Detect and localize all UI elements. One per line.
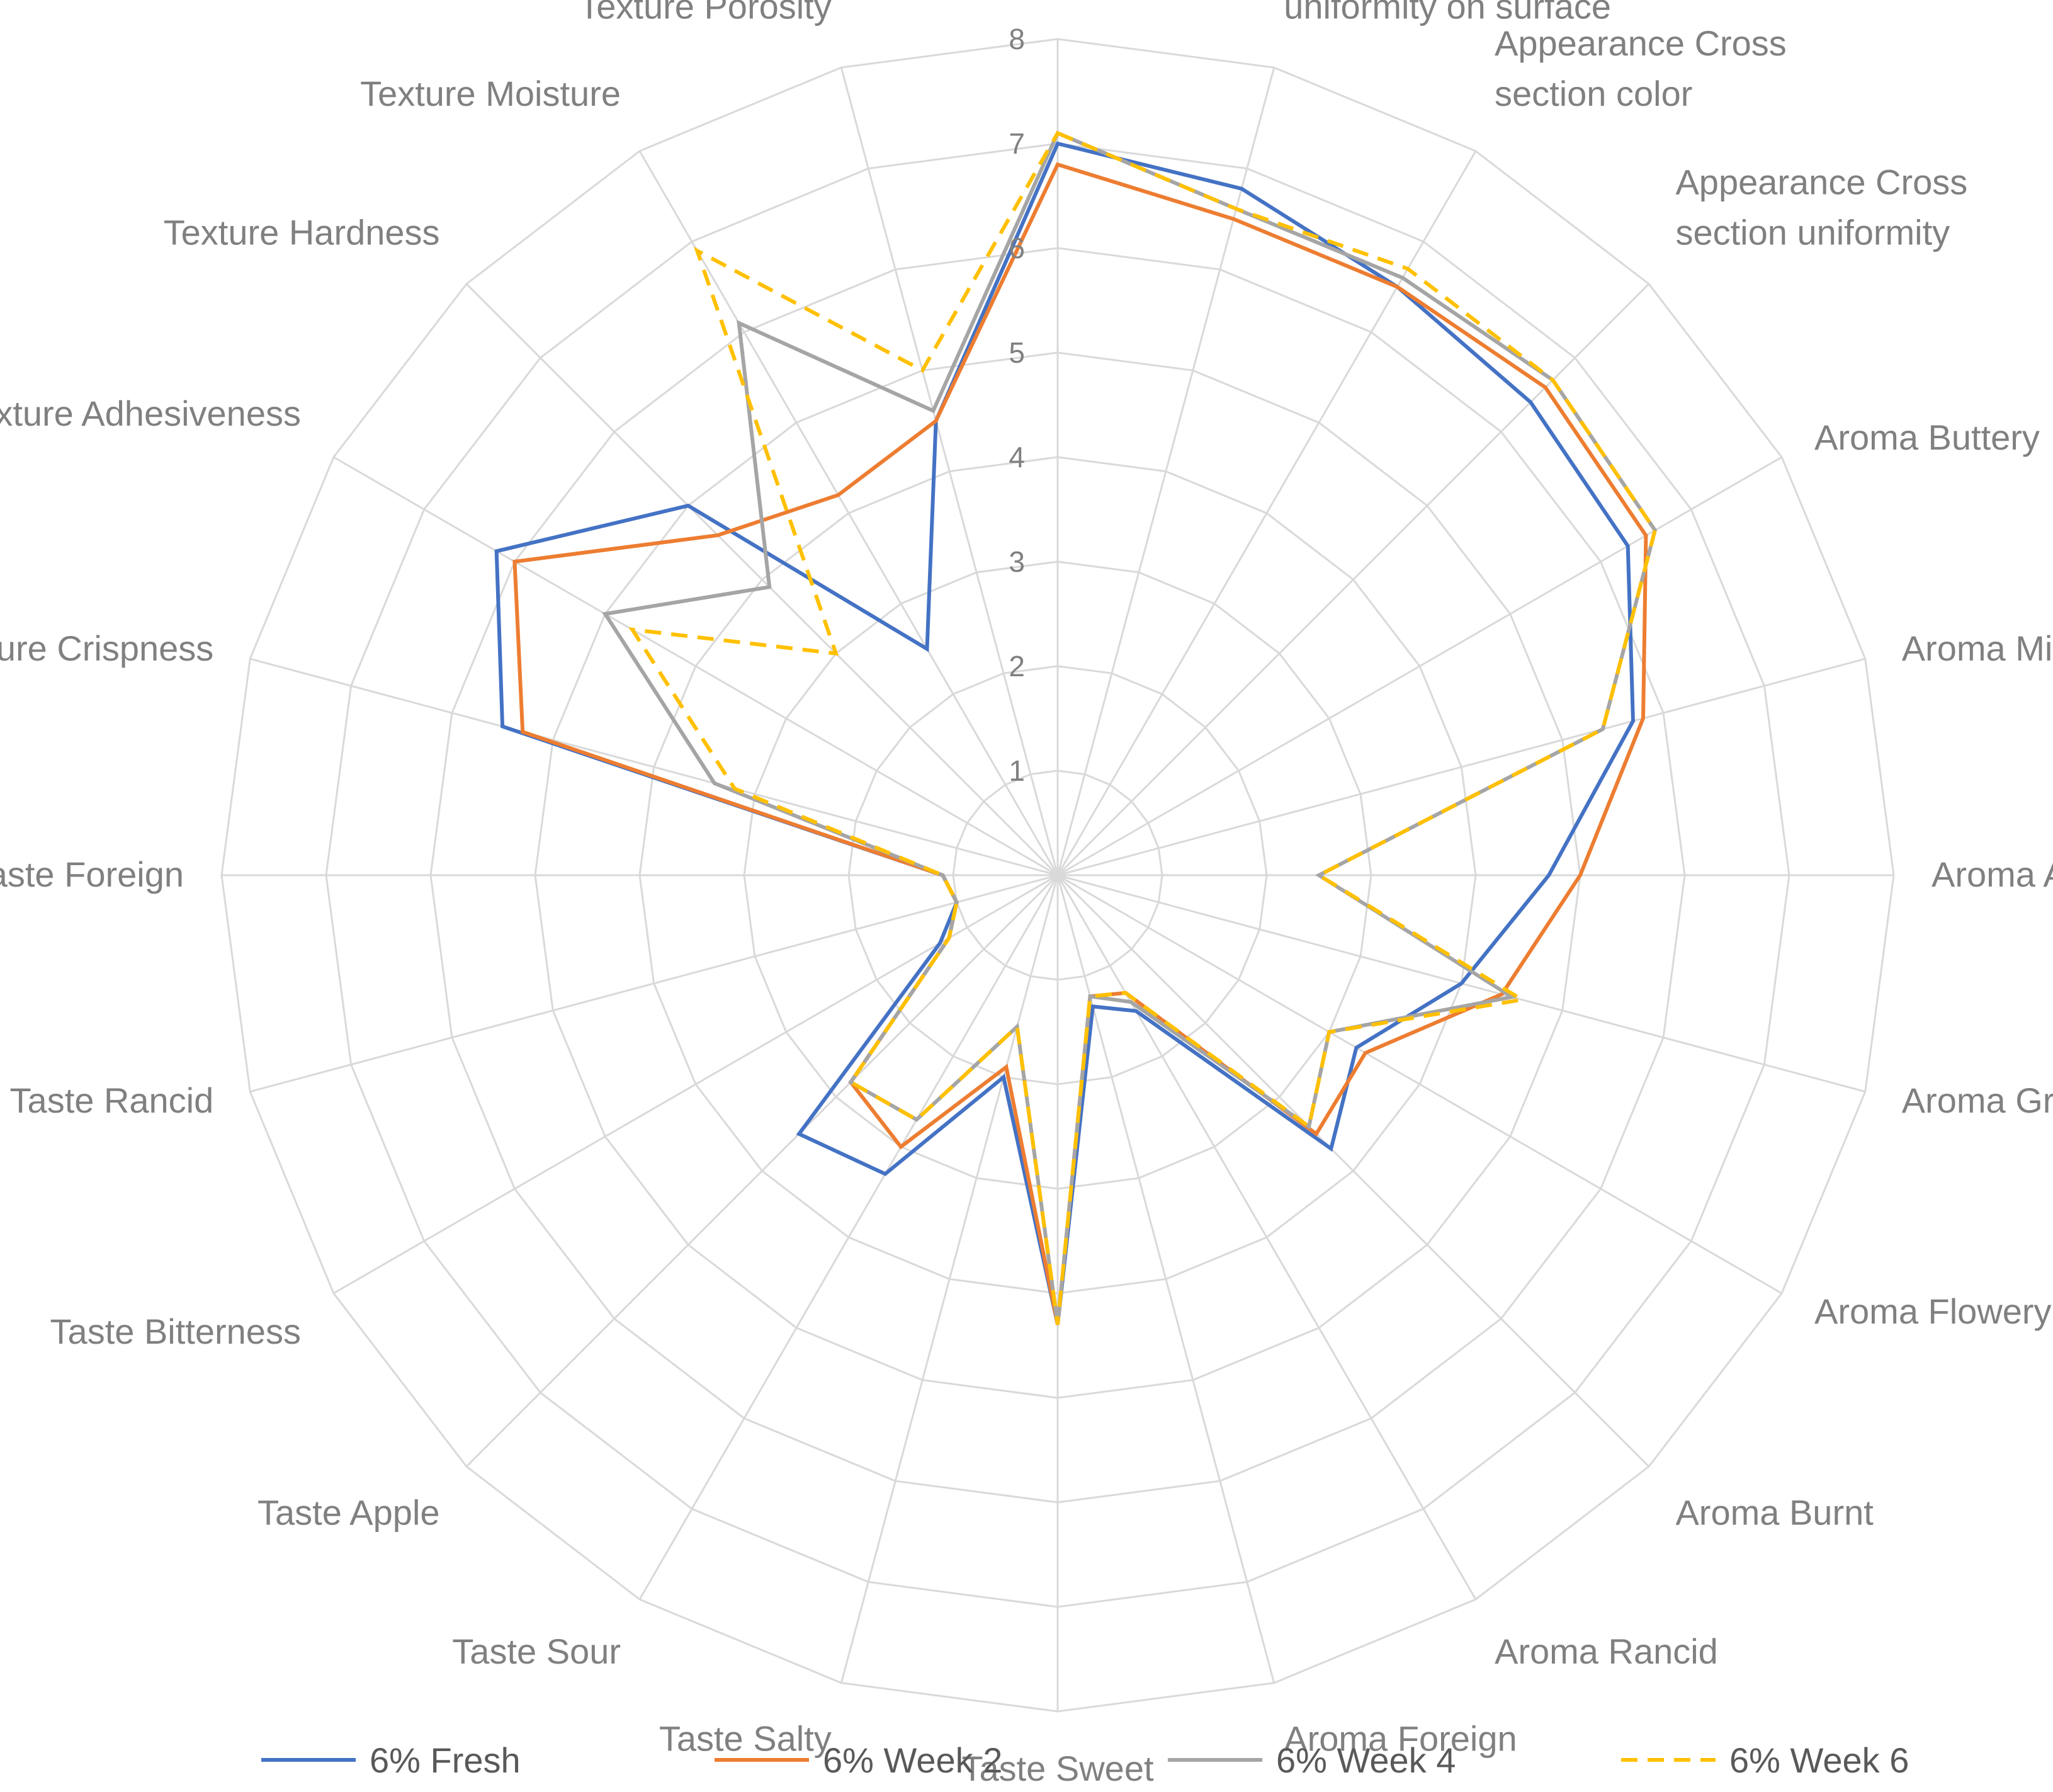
legend: 6% Fresh 6% Week 2 6% Week 4 6% Week 6	[261, 1740, 1909, 1780]
axis-label-line: Aroma Burnt	[1675, 1492, 1874, 1532]
series-line-4	[628, 130, 1658, 1325]
tick-labels: 1 2 3 4 5 6 7 8	[1009, 23, 1025, 787]
axis-label-line: Taste Foreign	[0, 854, 184, 894]
tick-label: 4	[1009, 441, 1025, 474]
axis-label: Aroma Rancid	[1495, 1631, 1718, 1671]
legend-label-4: 6% Week 6	[1729, 1740, 1909, 1780]
axis-label: Taste Foreign	[0, 854, 184, 894]
axis-label: Taste Apple	[257, 1492, 440, 1532]
spoke	[1056, 67, 1275, 876]
spoke	[1057, 456, 1782, 876]
spoke	[638, 150, 1059, 876]
spoke	[1056, 150, 1477, 876]
axis-label-line: Appearance Cross	[1675, 162, 1967, 202]
axis-label-line: uniformity on surface	[1284, 0, 1611, 26]
axis-label: Taste Sweet	[961, 1749, 1153, 1788]
axis-label: Appearance Cross section uniformity	[1675, 162, 1967, 252]
tick-label: 3	[1009, 545, 1025, 578]
axis-label-line: Taste Bitterness	[50, 1312, 301, 1351]
tick-label: 2	[1009, 650, 1025, 683]
axis-label: Aroma Foreign	[1284, 1719, 1517, 1759]
axis-label: Texture Crispness	[0, 628, 213, 668]
legend-label-3: 6% Week 4	[1276, 1740, 1456, 1780]
spoke	[840, 875, 1059, 1684]
spoke	[840, 67, 1059, 876]
axis-label-line: section color	[1495, 74, 1692, 113]
axis-label-line: Aroma Buttery	[1814, 417, 2040, 457]
axis-label-line: Aroma Rancid	[1495, 1631, 1718, 1671]
legend-label-1: 6% Fresh	[370, 1740, 521, 1780]
axis-label: Aroma Apple	[1931, 854, 2053, 894]
axis-label: Texture Moisture	[360, 74, 621, 113]
spoke	[1057, 657, 1866, 876]
axis-label-line: Appearance Cross	[1495, 23, 1787, 63]
axis-label-line: Aroma Foreign	[1284, 1719, 1517, 1759]
axis-label-line: Texture Porosity	[579, 0, 832, 26]
series-line-2	[512, 162, 1648, 1325]
axis-label-line: Aroma Apple	[1931, 854, 2053, 894]
axis-label: Taste Sour	[452, 1631, 621, 1671]
axis-label-line: Texture Crispness	[0, 628, 213, 668]
axis-label: Aroma Flowery	[1814, 1291, 2052, 1331]
spoke	[1056, 283, 1650, 876]
axis-label: Taste Bitterness	[50, 1312, 301, 1351]
axis-label-line: section uniformity	[1675, 213, 1950, 252]
spoke	[1057, 874, 1782, 1295]
legend-label-2: 6% Week 2	[823, 1740, 1002, 1780]
spoke	[638, 875, 1059, 1600]
axis-label-line: Taste Salty	[659, 1719, 832, 1759]
tick-label: 8	[1009, 23, 1025, 55]
axis-label: Appearance Cross section color	[1495, 23, 1787, 113]
axis-label: Texture Porosity	[579, 0, 832, 26]
axis-label: Taste Salty	[659, 1719, 832, 1759]
series-layer	[494, 130, 1658, 1325]
axis-label-line: Taste Apple	[257, 1492, 440, 1532]
tick-label: 1	[1009, 754, 1025, 787]
axis-label-line: Aroma Flowery	[1814, 1291, 2052, 1331]
axis-label: Aroma Grassy	[1902, 1080, 2053, 1120]
axis-label-line: Texture Adhesiveness	[0, 394, 301, 433]
axis-label-line: Texture Moisture	[360, 74, 621, 113]
axis-label: Appearance coloruniformity on surface	[1284, 0, 1611, 26]
tick-label: 5	[1009, 336, 1025, 369]
spoke	[465, 283, 1059, 876]
axis-label-line: Taste Rancid	[10, 1080, 214, 1120]
spoke	[1056, 875, 1477, 1600]
spoke	[333, 456, 1058, 876]
axis-label-line: Texture Hardness	[164, 213, 440, 252]
spoke	[249, 874, 1058, 1093]
axis-label: Aroma Milk	[1902, 628, 2053, 668]
axis-label-line: Aroma Milk	[1902, 628, 2053, 668]
axis-label: Taste Rancid	[10, 1080, 214, 1120]
axis-label-line: Aroma Grassy	[1902, 1080, 2053, 1120]
spoke	[1056, 874, 1650, 1468]
tick-label: 6	[1009, 232, 1025, 264]
axis-label-line: Taste Sweet	[961, 1749, 1153, 1788]
axis-label: Texture Adhesiveness	[0, 394, 301, 433]
axis-label: Aroma Buttery	[1814, 417, 2040, 457]
axis-label: Aroma Burnt	[1675, 1492, 1874, 1532]
axis-label-line: Taste Sour	[452, 1631, 621, 1671]
spoke	[249, 657, 1058, 876]
tick-label: 7	[1009, 127, 1025, 160]
grid-layer	[220, 38, 1895, 1713]
axis-label: Texture Hardness	[164, 213, 440, 252]
spoke	[465, 874, 1059, 1468]
